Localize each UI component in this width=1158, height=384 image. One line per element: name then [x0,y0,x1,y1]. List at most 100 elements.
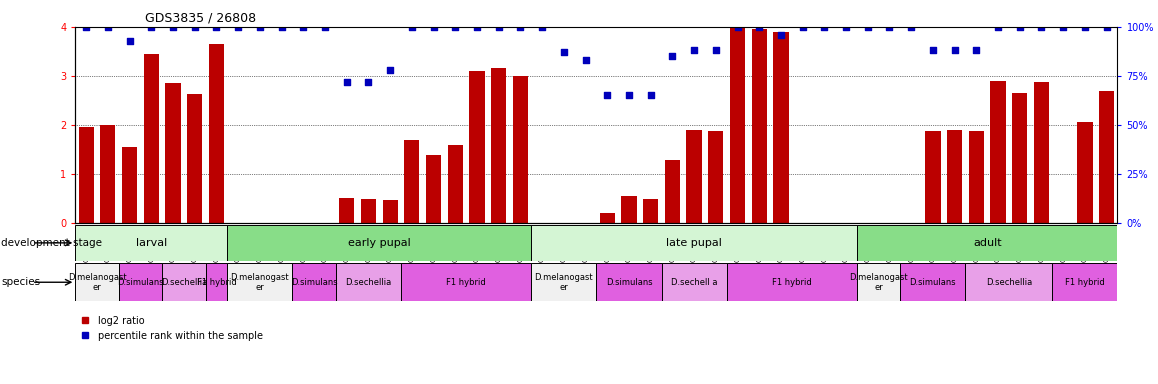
Text: early pupal: early pupal [347,238,411,248]
Point [381,67,400,73]
Bar [118,263,162,301]
Text: D.melanogast
er: D.melanogast er [67,273,126,292]
Text: F1 hybrid: F1 hybrid [1065,278,1105,287]
Text: larval: larval [135,238,167,248]
Bar [900,263,966,301]
Bar [857,263,900,301]
Bar [1077,122,1092,223]
Bar [426,155,441,223]
Bar [532,225,857,261]
Text: D.simulans: D.simulans [117,278,163,287]
Bar [600,213,615,223]
Point [468,24,486,30]
Point [511,24,529,30]
Text: D.simulans: D.simulans [291,278,337,287]
Text: D.melanogast
er: D.melanogast er [230,273,290,292]
Point [490,24,508,30]
Point [924,47,943,53]
Bar [513,76,528,223]
Point [316,24,335,30]
Text: D.sechellia: D.sechellia [985,278,1032,287]
Point [207,24,226,30]
Point [902,24,921,30]
Point [815,24,834,30]
Text: D.simulans: D.simulans [909,278,957,287]
Bar [1034,82,1049,223]
Bar [990,81,1005,223]
Point [120,38,139,44]
Point [771,31,790,38]
Bar [752,29,767,223]
Point [1098,24,1116,30]
Bar [79,127,94,223]
Bar [925,131,940,223]
Point [229,24,248,30]
Point [967,47,985,53]
Bar [1099,91,1114,223]
Point [142,24,161,30]
Bar [469,71,484,223]
Text: development stage: development stage [1,238,102,248]
Point [98,24,117,30]
Text: D.simulans: D.simulans [606,278,652,287]
Bar [227,263,292,301]
Bar [857,225,1117,261]
Text: adult: adult [973,238,1002,248]
Text: F1 hybrid: F1 hybrid [197,278,236,287]
Bar [382,200,397,223]
Bar [166,83,181,223]
Bar [643,199,658,223]
Point [555,49,573,55]
Text: late pupal: late pupal [666,238,723,248]
Text: D.melanogast
er: D.melanogast er [535,273,593,292]
Point [294,24,313,30]
Point [577,57,595,63]
Bar [491,68,506,223]
Bar [162,263,205,301]
Point [880,24,899,30]
Point [337,79,356,85]
Bar [75,225,227,261]
Point [989,24,1007,30]
Point [1011,24,1029,30]
Point [359,79,378,85]
Text: F1 hybrid: F1 hybrid [446,278,486,287]
Bar [1053,263,1117,301]
Point [858,24,877,30]
Bar [101,125,116,223]
Bar [947,130,962,223]
Bar [966,263,1053,301]
Point [185,24,204,30]
Bar [404,141,419,223]
Text: species: species [1,277,41,287]
Text: D.sechellia: D.sechellia [161,278,207,287]
Bar [730,28,745,223]
Bar [622,196,637,223]
Text: GDS3835 / 26808: GDS3835 / 26808 [145,12,256,25]
Point [76,24,95,30]
Point [272,24,291,30]
Legend: log2 ratio, percentile rank within the sample: log2 ratio, percentile rank within the s… [80,316,263,341]
Point [1054,24,1072,30]
Bar [292,263,336,301]
Bar [665,160,680,223]
Point [706,47,725,53]
Text: D.melanogast
er: D.melanogast er [849,273,908,292]
Text: D.sechell a: D.sechell a [670,278,717,287]
Bar [661,263,727,301]
Point [750,24,769,30]
Point [533,24,551,30]
Text: D.sechellia: D.sechellia [345,278,391,287]
Bar [188,94,203,223]
Bar [361,199,376,223]
Point [793,24,812,30]
Bar [227,225,532,261]
Point [620,92,638,98]
Bar [1012,93,1027,223]
Point [728,24,747,30]
Bar [205,263,227,301]
Point [945,47,963,53]
Bar [969,131,984,223]
Bar [448,146,463,223]
Point [446,24,464,30]
